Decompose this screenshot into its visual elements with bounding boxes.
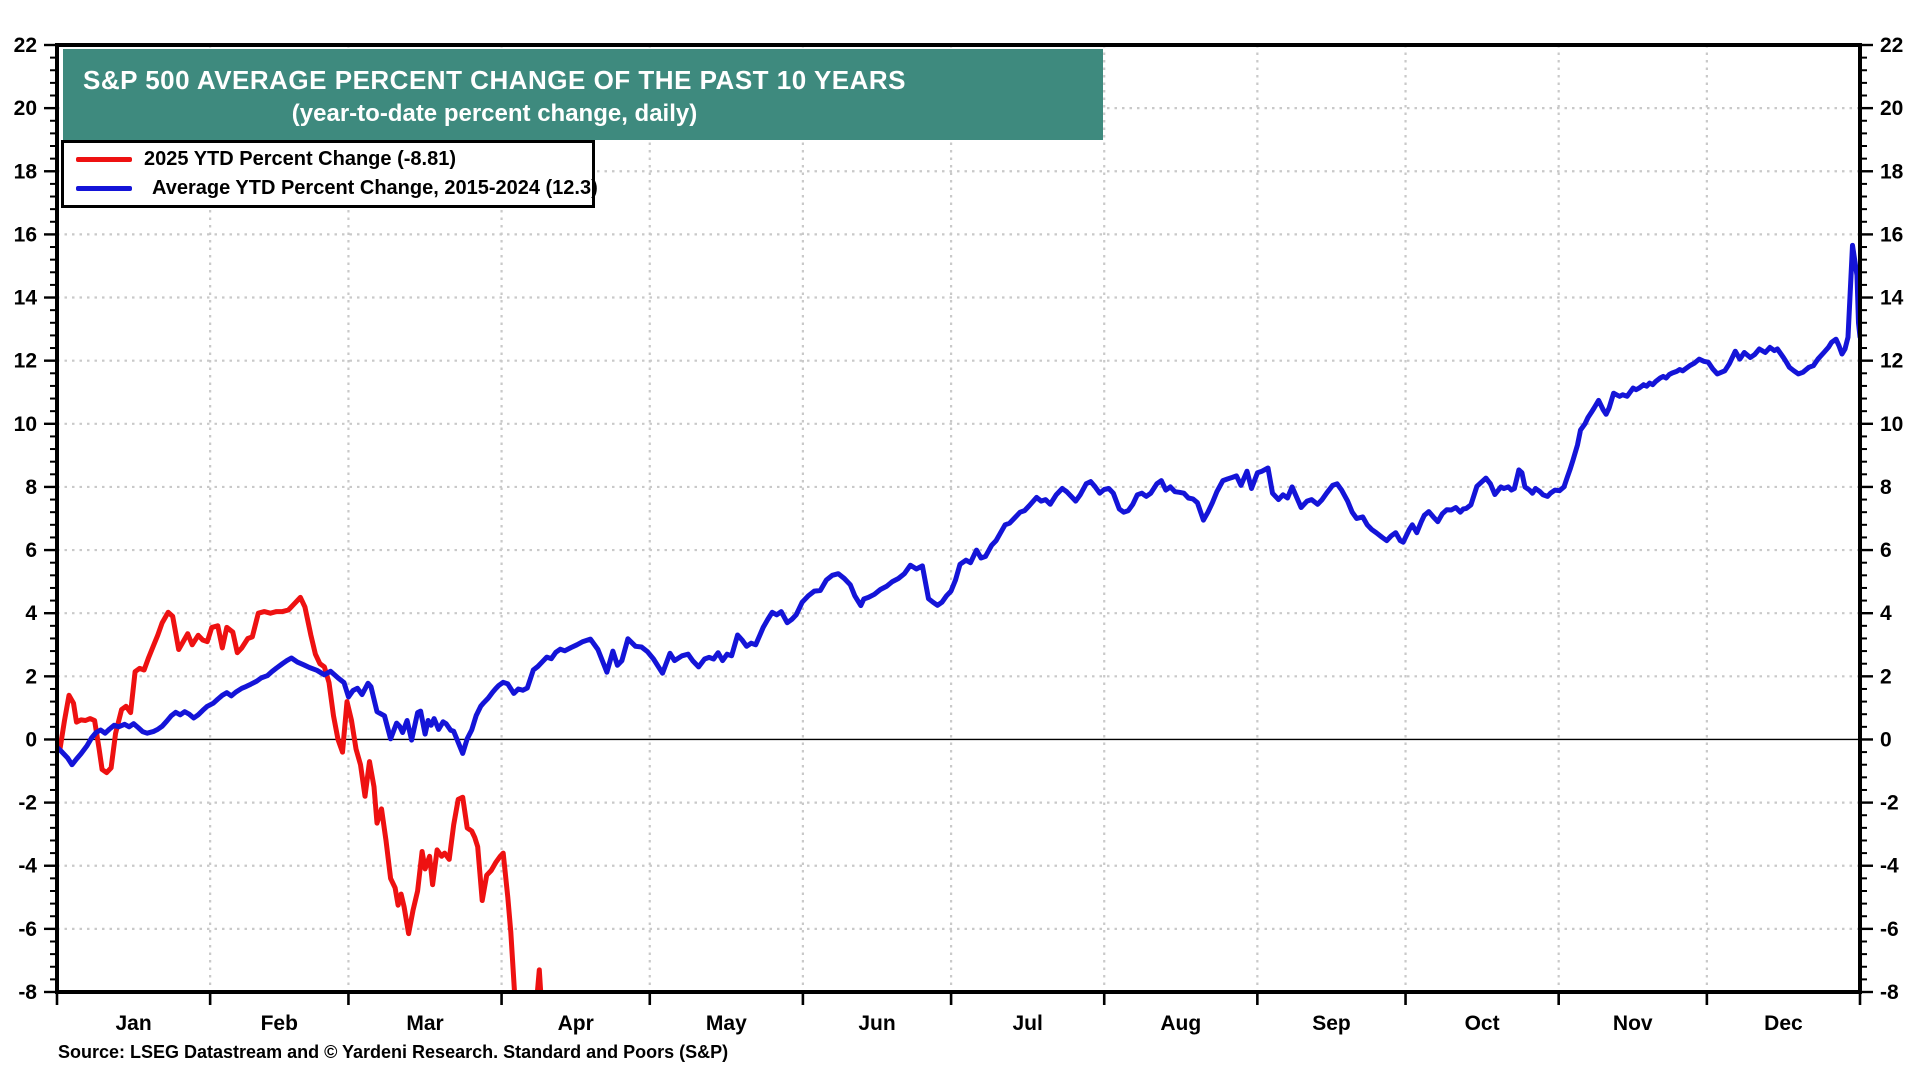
month-label: Nov — [1613, 1012, 1653, 1035]
month-label: Aug — [1160, 1012, 1201, 1035]
month-label: Feb — [261, 1012, 298, 1035]
y-tick-label-right: 18 — [1880, 160, 1904, 183]
y-tick-label-left: 20 — [14, 97, 37, 120]
month-label: Jul — [1012, 1012, 1042, 1035]
y-tick-label-right: -8 — [1880, 981, 1899, 1004]
y-tick-label-right: 20 — [1880, 97, 1903, 120]
chart-title: S&P 500 AVERAGE PERCENT CHANGE OF THE PA… — [83, 64, 907, 95]
series-blue-line — [57, 242, 1860, 768]
y-tick-label-right: 22 — [1880, 34, 1903, 57]
y-tick-label-right: 12 — [1880, 350, 1903, 373]
y-tick-label-right: 0 — [1880, 728, 1892, 751]
y-tick-label-right: -6 — [1880, 918, 1899, 941]
month-label: Dec — [1764, 1012, 1803, 1035]
month-label: Apr — [558, 1012, 594, 1035]
plot-border — [55, 43, 1862, 994]
chart-subtitle: (year-to-date percent change, daily) — [291, 100, 698, 128]
title-band: S&P 500 AVERAGE PERCENT CHANGE OF THE PA… — [63, 49, 1103, 140]
y-tick-label-left: 8 — [25, 476, 37, 499]
title-block: S&P 500 AVERAGE PERCENT CHANGE OF THE PA… — [83, 60, 906, 129]
red-line-swatch-icon — [76, 157, 132, 163]
y-tick-label-left: 16 — [14, 223, 37, 246]
y-tick-label-right: -4 — [1880, 855, 1899, 878]
y-tick-label-right: -2 — [1880, 792, 1899, 815]
legend-label-average: Average YTD Percent Change, 2015-2024 (1… — [152, 176, 598, 199]
y-tick-label-left: 12 — [14, 350, 37, 373]
month-label: Oct — [1465, 1012, 1500, 1035]
y-tick-label-left: -2 — [18, 792, 37, 815]
y-tick-label-right: 6 — [1880, 539, 1892, 562]
y-tick-label-right: 2 — [1880, 665, 1892, 688]
y-tick-label-right: 14 — [1880, 287, 1904, 310]
y-tick-label-left: -6 — [18, 918, 37, 941]
source-attribution: Source: LSEG Datastream and © Yardeni Re… — [58, 1042, 729, 1062]
y-tick-label-left: -4 — [18, 855, 37, 878]
month-label: Mar — [406, 1012, 443, 1035]
series-red-line — [57, 594, 544, 992]
legend: 2025 YTD Percent Change (-8.81) Average … — [61, 140, 598, 208]
y-tick-label-right: 8 — [1880, 476, 1892, 499]
y-tick-label-left: 6 — [25, 539, 37, 562]
y-tick-label-left: -8 — [18, 981, 37, 1004]
legend-item-2025: 2025 YTD Percent Change (-8.81) — [64, 146, 592, 174]
y-tick-label-left: 10 — [14, 413, 37, 436]
month-label: Jan — [115, 1012, 151, 1035]
y-tick-label-left: 2 — [25, 665, 37, 688]
y-tick-label-right: 16 — [1880, 223, 1903, 246]
month-label: May — [706, 1012, 747, 1035]
y-tick-label-left: 4 — [25, 602, 37, 625]
month-label: Sep — [1312, 1012, 1351, 1035]
y-tick-label-left: 14 — [14, 287, 38, 310]
y-tick-label-right: 4 — [1880, 602, 1892, 625]
blue-line-swatch-icon — [76, 185, 132, 191]
y-tick-label-left: 0 — [25, 728, 37, 751]
y-tick-label-right: 10 — [1880, 413, 1903, 436]
legend-item-average: Average YTD Percent Change, 2015-2024 (1… — [64, 174, 598, 202]
month-label: Jun — [858, 1012, 895, 1035]
legend-label-2025: 2025 YTD Percent Change (-8.81) — [144, 148, 456, 171]
y-tick-label-left: 18 — [14, 160, 38, 183]
y-tick-label-left: 22 — [14, 34, 37, 57]
